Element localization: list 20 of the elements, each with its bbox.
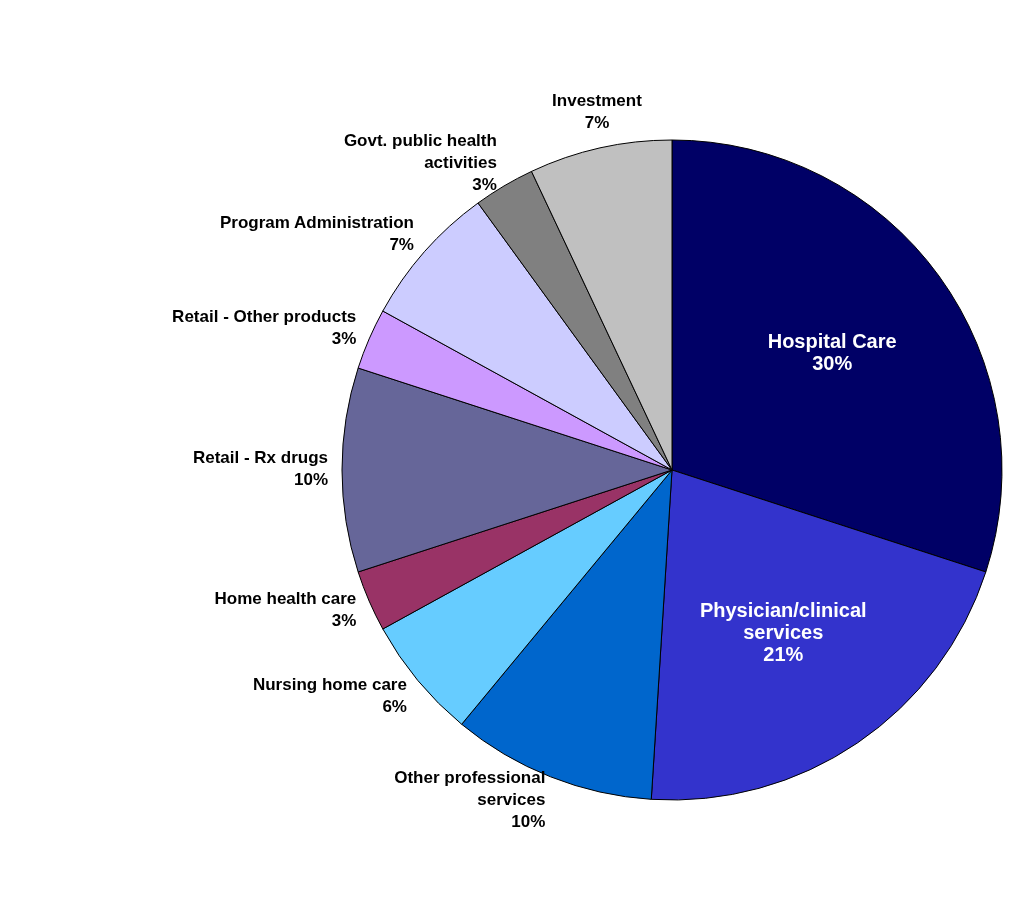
slice-label: Nursing home care: [252, 675, 407, 695]
slice-label: Retail - Rx drugs: [192, 448, 328, 468]
data-label: 3%: [331, 329, 357, 349]
data-label: 10%: [293, 470, 328, 490]
slice-label: Hospital Care: [767, 329, 897, 352]
slice-label: Home health care: [214, 589, 357, 609]
data-label: 3%: [472, 175, 497, 195]
data-label: 3%: [331, 611, 357, 631]
data-label: 10%: [511, 812, 546, 832]
slice-label: Physician/clinical services: [699, 599, 867, 644]
data-label: 7%: [389, 235, 414, 255]
slice-label: Govt. public health activities: [343, 131, 497, 173]
slice-label: Investment: [552, 91, 643, 111]
data-label: 30%: [812, 351, 853, 374]
data-label: 6%: [382, 697, 407, 717]
slice-label: Program Administration: [220, 213, 414, 233]
data-label: 7%: [584, 113, 610, 133]
data-label: 21%: [763, 643, 804, 666]
slice-label: Other professional services: [394, 768, 546, 810]
slice-label: Retail - Other products: [172, 307, 357, 327]
